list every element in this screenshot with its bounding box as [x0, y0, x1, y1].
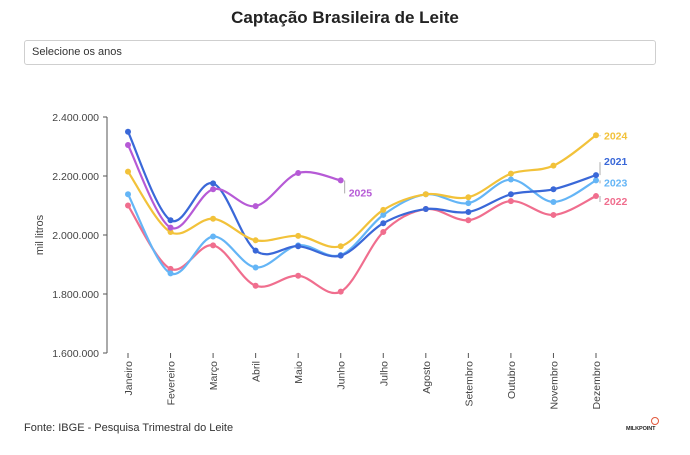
data-point-2025 [125, 142, 131, 149]
data-point-2022 [295, 272, 302, 279]
chart-title: Captação Brasileira de Leite [231, 8, 459, 27]
data-point-2023 [125, 191, 131, 198]
series-label-2022: 2022 [604, 196, 628, 208]
x-axis: Janeiro Fevereiro Março Abril Maio Junho Julho… [123, 353, 603, 409]
data-point-2021 [337, 252, 344, 259]
milkpoint-logo: MILKPOINT [626, 417, 662, 439]
x-tick-label: Outubro [506, 361, 518, 399]
data-point-2024 [465, 194, 472, 201]
logo-mark-icon [651, 417, 659, 425]
data-point-2021 [507, 191, 514, 198]
data-point-2021 [252, 247, 259, 254]
data-point-2025 [337, 177, 344, 184]
x-tick-label: Novembro [548, 361, 560, 410]
series-line-2022 [127, 195, 597, 295]
data-point-2023 [465, 200, 472, 207]
data-point-2024 [210, 215, 217, 222]
series-labels: 2022 2023 2021 2024 2025 [344, 130, 628, 208]
data-point-2024 [167, 229, 174, 236]
data-point-2022 [125, 202, 131, 209]
x-tick-label: Março [208, 361, 220, 390]
data-point-2023 [593, 177, 599, 184]
y-tick-label: 2.000.000 [52, 230, 99, 242]
data-point-2022 [550, 211, 557, 218]
y-tick-label: 2.200.000 [52, 171, 99, 183]
data-point-2022 [210, 242, 217, 249]
data-point-2023 [380, 211, 387, 218]
data-point-2021 [295, 243, 302, 250]
data-point-2022 [380, 229, 387, 236]
x-tick-label: Dezembro [591, 361, 603, 410]
data-point-2021 [210, 180, 217, 187]
data-point-2024 [295, 232, 302, 239]
series-label-2025: 2025 [349, 187, 373, 199]
data-point-2022 [337, 288, 344, 295]
series-label-2023: 2023 [604, 177, 628, 189]
year-selector[interactable]: Selecione os anos [24, 40, 656, 65]
data-point-2025 [167, 224, 174, 231]
data-point-2024 [125, 168, 131, 175]
data-point-2025 [210, 186, 217, 193]
y-tick-label: 1.600.000 [52, 348, 99, 360]
data-point-2022 [252, 282, 259, 289]
data-point-2021 [422, 206, 429, 213]
data-point-2022 [593, 193, 599, 200]
data-point-2023 [550, 198, 557, 205]
x-tick-label: Julho [378, 361, 390, 386]
data-point-2024 [550, 162, 557, 169]
data-point-2024 [252, 237, 259, 244]
x-tick-label: Fevereiro [166, 361, 178, 406]
logo-text: MILKPOINT [626, 426, 656, 432]
data-point-2023 [252, 264, 259, 271]
data-point-2023 [507, 176, 514, 183]
data-point-2024 [422, 191, 429, 198]
data-point-2023 [167, 270, 174, 277]
data-point-2022 [465, 217, 472, 224]
data-point-2024 [507, 170, 514, 177]
series-label-2021: 2021 [604, 156, 628, 168]
x-tick-label: Agosto [421, 361, 433, 394]
data-point-2021 [380, 220, 387, 227]
x-tick-label: Janeiro [123, 361, 135, 396]
data-point-2024 [380, 206, 387, 213]
x-tick-label: Maio [293, 361, 305, 384]
data-point-2023 [210, 233, 217, 240]
y-axis: 1.600.000 1.800.000 2.000.000 2.200.000 2.40… [34, 112, 108, 360]
data-point-2024 [593, 132, 599, 139]
data-point-2021 [125, 128, 131, 135]
y-tick-label: 1.800.000 [52, 289, 99, 301]
series-label-2024: 2024 [604, 130, 628, 142]
data-point-2021 [550, 186, 557, 193]
data-point-2025 [295, 170, 302, 177]
data-point-2022 [167, 265, 174, 272]
data-point-2021 [167, 217, 174, 224]
x-tick-label: Abril [251, 361, 263, 382]
y-axis-label: mil litros [34, 214, 46, 255]
series-lines [125, 128, 599, 295]
source-note: Fonte: IBGE - Pesquisa Trimestral do Lei… [24, 422, 234, 434]
x-tick-label: Junho [336, 361, 348, 390]
x-tick-label: Setembro [463, 361, 475, 407]
data-point-2025 [252, 203, 259, 210]
data-point-2022 [507, 198, 514, 205]
data-point-2024 [337, 243, 344, 250]
y-tick-label: 2.400.000 [52, 112, 99, 124]
data-point-2021 [593, 172, 599, 179]
data-point-2021 [465, 208, 472, 215]
